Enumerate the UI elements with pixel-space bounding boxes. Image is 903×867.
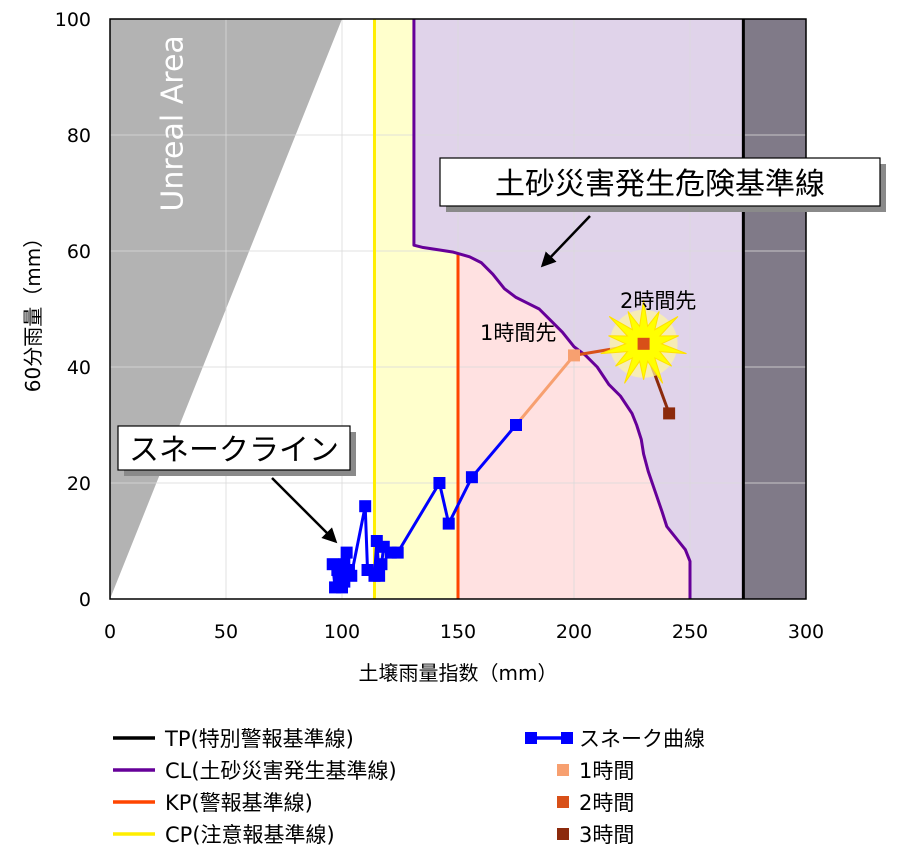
region-beyond-tp — [743, 19, 806, 599]
two-hours-ahead-label: 2時間先 — [620, 289, 696, 313]
legend-label: 2時間 — [579, 791, 634, 815]
series-point — [465, 471, 478, 484]
y-tick-label: 100 — [55, 9, 91, 31]
one-hour-ahead-label: 1時間先 — [480, 321, 556, 345]
series-point — [433, 477, 446, 489]
cl-line — [412, 19, 692, 599]
series-point — [663, 407, 676, 420]
x-tick-label: 50 — [214, 621, 238, 643]
y-tick-label: 0 — [79, 589, 91, 611]
legend-label: TP(特別警報基準線) — [164, 727, 354, 751]
legend-item: CP(注意報基準線) — [113, 823, 335, 847]
series-point — [373, 569, 386, 582]
snake-line-arrow — [271, 477, 338, 544]
snake-line-callout-text: スネークライン — [129, 433, 339, 468]
x-tick-label: 150 — [440, 621, 476, 643]
warning-burst-icon — [600, 299, 687, 384]
series-point — [510, 419, 522, 431]
hazard-line-callout-text: 土砂災害発生危険基準線 — [495, 167, 825, 202]
x-tick-label: 0 — [104, 621, 116, 643]
legend-item: CL(土砂災害発生基準線) — [113, 759, 397, 783]
snake-line-callout: スネークライン — [117, 425, 356, 544]
legend-marker — [557, 764, 569, 776]
hazard-line-callout: 土砂災害発生危険基準線 — [439, 157, 886, 268]
hazard-line-arrow — [540, 215, 591, 268]
two-hour-point — [637, 337, 650, 350]
legend-label: CL(土砂災害発生基準線) — [165, 759, 397, 783]
y-tick-label: 20 — [67, 473, 91, 495]
x-tick-label: 100 — [324, 621, 360, 643]
legend-item: TP(特別警報基準線) — [113, 727, 354, 751]
hazard-line-callout-box — [439, 157, 881, 207]
series-point — [359, 500, 372, 513]
x-tick-label: 250 — [672, 621, 708, 643]
unreal-area-label: Unreal Area — [156, 35, 191, 211]
legend: TP(特別警報基準線) CL(土砂災害発生基準線) KP(警報基準線) CP(注意報基… — [113, 727, 705, 847]
legend-item: 3時間 — [557, 823, 634, 847]
snake-line-callout-box — [117, 425, 351, 471]
legend-label: CP(注意報基準線) — [165, 823, 335, 847]
series-point — [442, 517, 455, 530]
series-line-1 — [514, 354, 576, 426]
y-tick-label: 40 — [67, 357, 91, 379]
plot-frame — [109, 18, 807, 600]
x-tick-label: 200 — [556, 621, 592, 643]
legend-label: 1時間 — [579, 759, 634, 783]
legend-label: 3時間 — [579, 823, 634, 847]
axis-ticks: 0 50 100 150 200 250 300 0 20 40 60 80 100 — [55, 9, 824, 643]
legend-marker — [557, 796, 569, 808]
legend-label: スネーク曲線 — [579, 727, 705, 751]
threshold-lines — [372, 19, 745, 599]
series-point — [375, 558, 388, 571]
x-tick-label: 300 — [788, 621, 824, 643]
y-axis-title: 60分雨量（mm） — [21, 228, 45, 392]
legend-marker — [561, 732, 573, 744]
series-point — [340, 546, 353, 559]
y-tick-label: 60 — [67, 241, 91, 263]
legend-item: スネーク曲線 — [525, 727, 705, 751]
legend-item: 1時間 — [557, 759, 634, 783]
series-point — [391, 546, 404, 559]
legend-item: 2時間 — [557, 791, 634, 815]
series-point — [345, 569, 358, 582]
legend-marker — [557, 828, 569, 840]
legend-item: KP(警報基準線) — [113, 791, 313, 815]
legend-label: KP(警報基準線) — [165, 791, 313, 815]
y-tick-label: 80 — [67, 125, 91, 147]
legend-marker — [525, 732, 537, 744]
series-point — [568, 349, 580, 362]
x-axis-title: 土壌雨量指数（mm） — [359, 661, 558, 685]
